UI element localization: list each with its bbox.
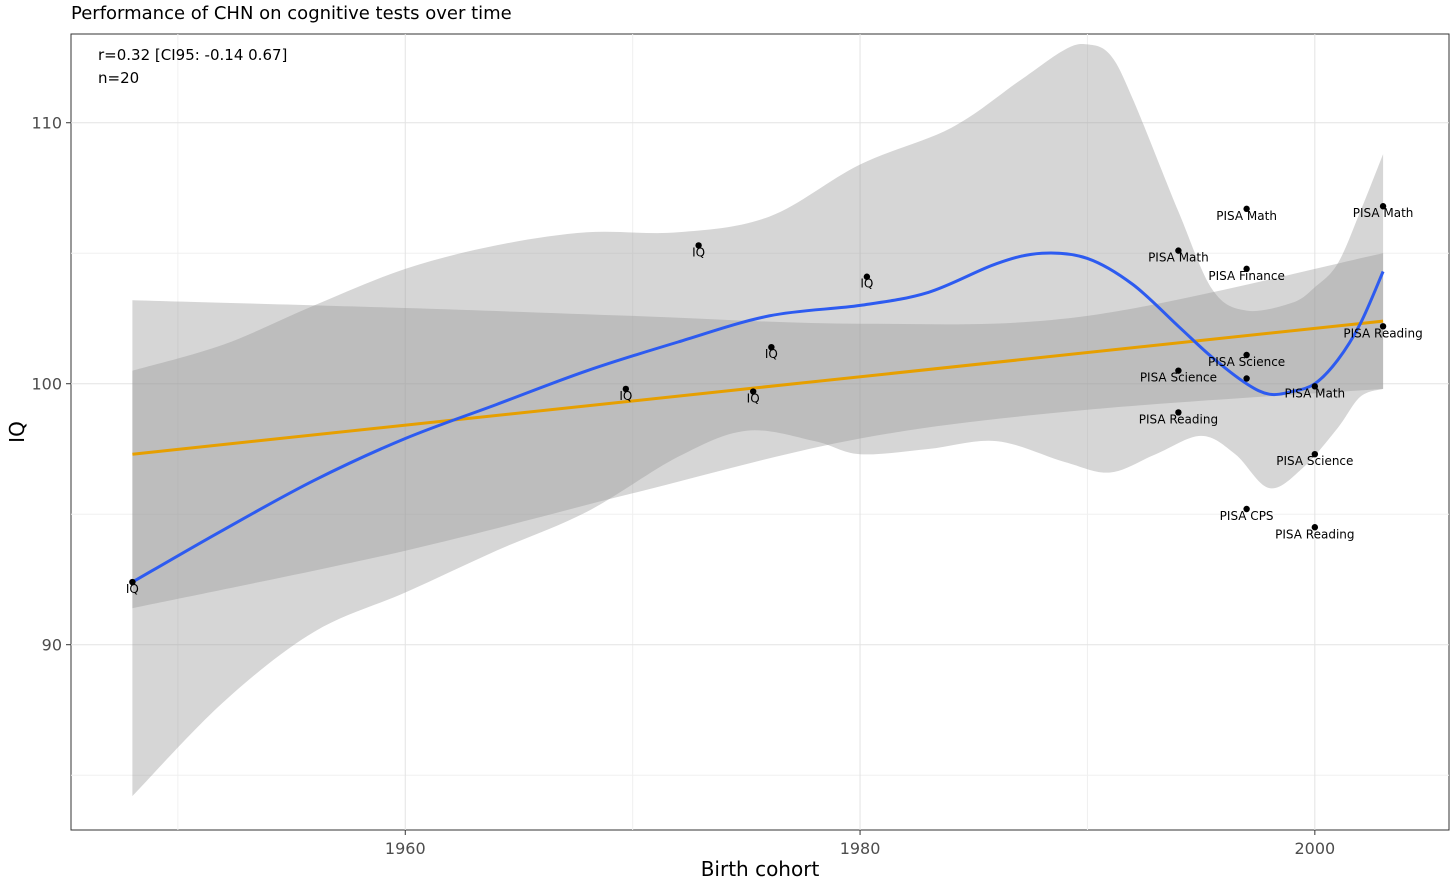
loess-confidence-band: [132, 44, 1384, 797]
grid-major: [71, 34, 1449, 830]
data-point: [1311, 524, 1319, 531]
data-label: IQ: [692, 245, 705, 259]
data-label: IQ: [126, 582, 139, 596]
data-point: [622, 385, 630, 393]
data-label: PISA Science: [1276, 454, 1353, 468]
linear-fit-line: [132, 319, 1384, 456]
data-label: PISA Reading: [1343, 326, 1422, 340]
data-point: [1243, 351, 1250, 359]
plot-panel: [70, 33, 1450, 831]
data-label: PISA Science: [1208, 355, 1285, 369]
annotation-n: n=20: [98, 69, 139, 87]
data-points: [129, 203, 1387, 586]
chart-title: Performance of CHN on cognitive tests ov…: [71, 3, 512, 24]
y-axis-ticks: 90 100 110: [31, 114, 71, 655]
y-tick-label: 90: [42, 636, 62, 655]
data-label: IQ: [747, 392, 760, 406]
data-point: [1243, 265, 1250, 273]
data-point: [1311, 383, 1319, 390]
data-label: PISA CPS: [1220, 509, 1274, 523]
data-label: PISA Math: [1353, 206, 1414, 220]
linear-confidence-band: [132, 253, 1384, 609]
data-label: PISA Reading: [1275, 527, 1354, 541]
data-label: PISA Math: [1216, 209, 1277, 223]
data-point: [749, 388, 757, 395]
data-point: [1379, 323, 1387, 330]
annotation-r: r=0.32 [CI95: -0.14 0.67]: [98, 46, 287, 64]
x-tick-label: 1980: [840, 839, 881, 858]
data-point: [863, 273, 871, 280]
y-tick-label: 110: [31, 114, 62, 133]
data-point: [1243, 375, 1250, 382]
data-label: PISA Reading: [1139, 412, 1218, 426]
data-point: [1311, 450, 1319, 458]
data-point: [1379, 203, 1387, 210]
fit-lines: [131, 251, 1385, 584]
grid-minor: [71, 34, 1449, 830]
data-label: IQ: [765, 347, 778, 361]
data-label: PISA Finance: [1208, 269, 1285, 283]
loess-fit-line: [131, 251, 1385, 584]
data-label: IQ: [860, 277, 873, 291]
x-axis-ticks: 1960 1980 2000: [385, 830, 1335, 858]
data-point: [1243, 505, 1250, 513]
data-point: [1243, 205, 1250, 213]
data-label: PISA Math: [1148, 251, 1209, 265]
x-axis-title: Birth cohort: [701, 857, 820, 881]
point-labels: IQ IQ IQ IQ IQ IQ PISA Math PISA Science PISA Re…: [126, 206, 1423, 596]
x-tick-label: 1960: [385, 839, 426, 858]
data-label: IQ: [619, 389, 632, 403]
data-point: [768, 343, 775, 351]
confidence-bands: [132, 44, 1384, 797]
y-tick-label: 100: [31, 375, 62, 394]
data-label: PISA Science: [1140, 371, 1217, 385]
data-point: [129, 578, 136, 586]
data-point: [1175, 409, 1182, 416]
data-label: PISA Math: [1285, 386, 1346, 400]
data-point: [1175, 367, 1182, 374]
data-point: [1175, 247, 1182, 254]
y-axis-title: IQ: [5, 421, 29, 443]
data-point: [695, 242, 702, 249]
x-tick-label: 2000: [1294, 839, 1335, 858]
